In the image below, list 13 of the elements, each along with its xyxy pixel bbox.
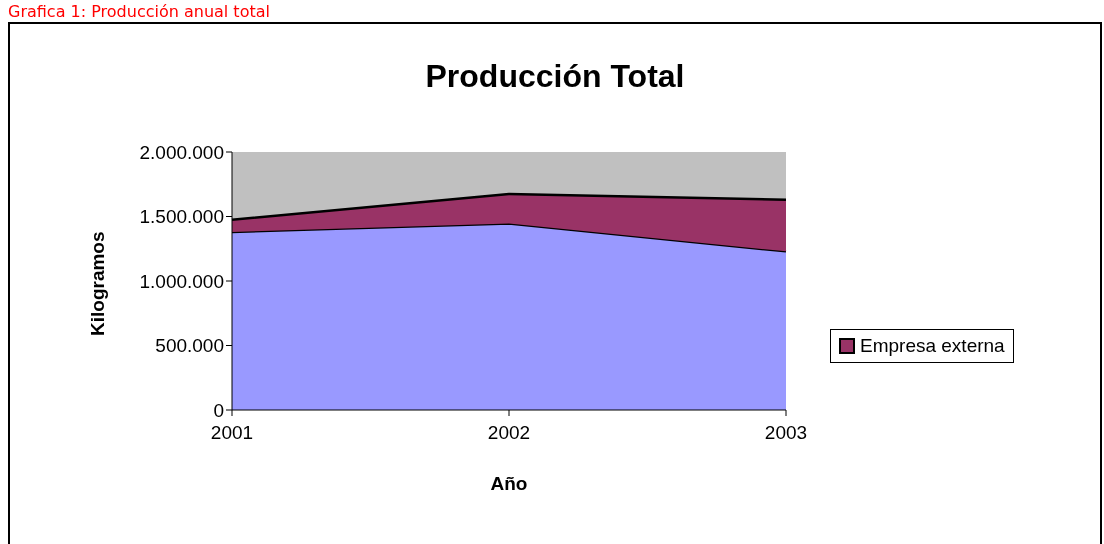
- x-tick-label: 2003: [764, 422, 808, 444]
- legend-label: Empresa externa: [859, 334, 1005, 358]
- text: Grafica 1: Producción anual total: [8, 2, 270, 21]
- y-tick-label: 1.000.000: [139, 270, 224, 292]
- y-tick-label: 0: [213, 399, 224, 421]
- x-axis-title: Año: [490, 473, 528, 494]
- y-axis-title: Kilogramos: [86, 231, 108, 336]
- x-tick-label: 2001: [210, 422, 254, 444]
- y-tick-label: 2.000.000: [139, 141, 224, 163]
- y-tick-label: 1.500.000: [139, 206, 224, 228]
- chart-title: Producción Total: [424, 58, 686, 95]
- y-tick-label: 500.000: [155, 335, 224, 357]
- x-tick-label: 2002: [487, 422, 531, 444]
